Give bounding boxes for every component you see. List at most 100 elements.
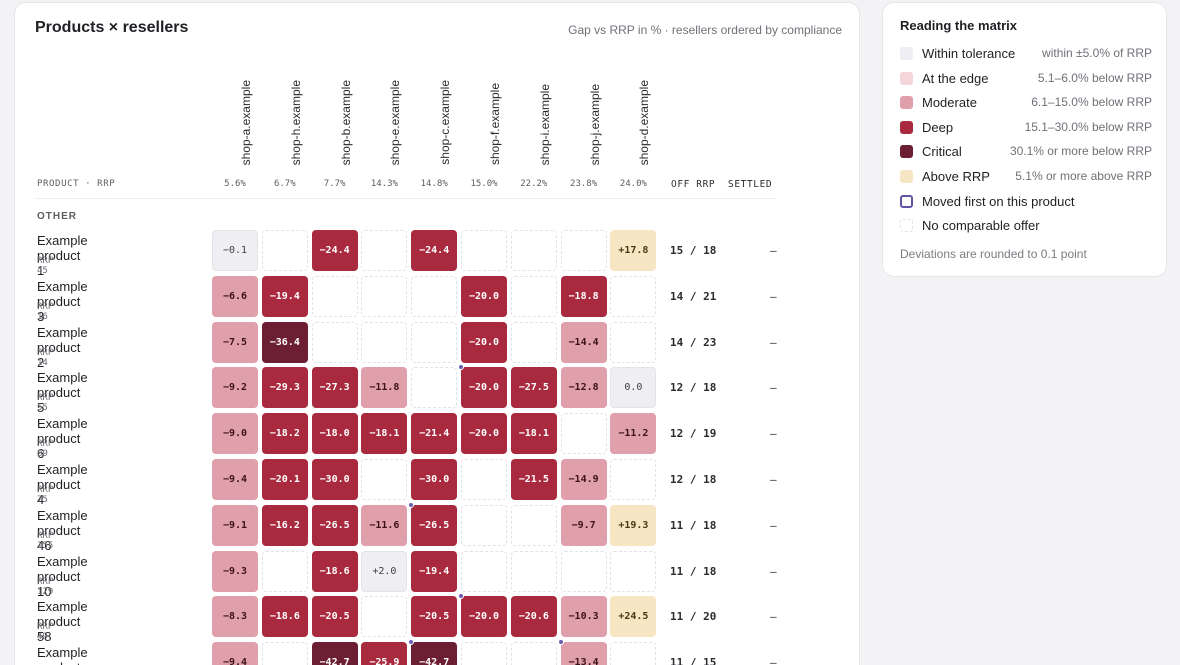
deviation-cell[interactable]: −18.6 bbox=[311, 550, 358, 592]
reseller-name[interactable]: shop-h.example bbox=[288, 79, 303, 165]
product-name[interactable]: Example product 5 bbox=[37, 370, 88, 416]
deviation-cell[interactable]: −11.8 bbox=[361, 367, 408, 409]
deviation-cell[interactable]: −14.9 bbox=[560, 459, 607, 500]
deviation-cell[interactable]: +19.3 bbox=[610, 504, 657, 546]
deviation-cell[interactable]: +2.0 bbox=[361, 550, 408, 592]
product-name[interactable]: Example product 11 bbox=[37, 645, 88, 665]
deviation-cell[interactable]: −36.4 bbox=[261, 321, 308, 363]
reseller-name[interactable]: shop-j.example bbox=[587, 83, 602, 165]
deviation-cell[interactable]: −9.4 bbox=[212, 642, 258, 665]
deviation-cell[interactable]: −8.3 bbox=[212, 596, 258, 638]
empty-cell bbox=[261, 230, 308, 271]
product-rrp: RRP 16 bbox=[37, 301, 54, 322]
deviation-cell[interactable]: −42.7 bbox=[311, 642, 358, 665]
reseller-name[interactable]: shop-e.example bbox=[388, 79, 403, 165]
settled-column-header: SETTLED bbox=[728, 179, 773, 190]
legend-item: Critical 30.1% or more below RRP bbox=[900, 143, 1152, 161]
deviation-cell[interactable]: −27.5 bbox=[510, 367, 557, 409]
product-name[interactable]: Example product 6 bbox=[37, 416, 88, 462]
reseller-name[interactable]: shop-f.example bbox=[488, 82, 502, 165]
deviation-cell[interactable]: −20.5 bbox=[311, 596, 358, 638]
reseller-column-header[interactable]: shop-d.example bbox=[623, 53, 651, 165]
deviation-cell[interactable]: −9.0 bbox=[212, 413, 258, 455]
reseller-name[interactable]: shop-b.example bbox=[338, 79, 353, 165]
reseller-name[interactable]: shop-a.example bbox=[239, 79, 253, 165]
deviation-cell[interactable]: −9.2 bbox=[212, 367, 258, 409]
reseller-column-header[interactable]: shop-j.example bbox=[574, 53, 602, 165]
legend-range: 30.1% or more below RRP bbox=[1009, 144, 1152, 159]
off-rrp-count: 11 / 15 bbox=[670, 656, 717, 665]
deviation-cell[interactable]: −20.0 bbox=[458, 364, 507, 409]
deviation-cell[interactable]: −30.0 bbox=[311, 459, 358, 500]
reseller-column-header[interactable]: shop-b.example bbox=[325, 53, 353, 165]
product-name[interactable]: Example product 2 bbox=[37, 324, 88, 370]
deviation-cell[interactable]: −14.4 bbox=[560, 321, 607, 363]
deviation-cell[interactable]: −18.2 bbox=[261, 413, 308, 455]
deviation-cell[interactable]: −0.1 bbox=[212, 230, 258, 271]
deviation-cell[interactable]: −25.9 bbox=[361, 642, 408, 665]
deviation-cell[interactable]: −9.4 bbox=[212, 459, 258, 500]
deviation-cell[interactable]: −26.5 bbox=[408, 501, 458, 546]
deviation-cell[interactable]: −20.6 bbox=[510, 596, 557, 638]
product-name[interactable]: Example product 46 bbox=[37, 507, 88, 553]
deviation-cell[interactable]: −20.0 bbox=[461, 321, 507, 363]
deviation-cell[interactable]: −12.8 bbox=[560, 367, 607, 409]
deviation-cell[interactable]: −11.6 bbox=[361, 504, 408, 546]
deviation-cell[interactable]: −6.6 bbox=[212, 275, 258, 317]
deviation-cell[interactable]: −9.7 bbox=[560, 504, 607, 546]
deviation-cell[interactable]: −18.1 bbox=[510, 413, 557, 455]
deviation-cell[interactable]: −42.7 bbox=[408, 639, 458, 665]
deviation-cell[interactable]: −18.6 bbox=[261, 596, 308, 638]
reseller-column-header[interactable]: shop-a.example bbox=[225, 53, 253, 165]
product-name[interactable]: Example product 4 bbox=[37, 462, 88, 507]
reseller-column-header[interactable]: shop-e.example bbox=[374, 53, 402, 165]
reseller-name[interactable]: shop-i.example bbox=[537, 83, 552, 165]
deviation-cell[interactable]: −26.5 bbox=[311, 504, 358, 546]
reseller-off-rrp-share: 23.8% bbox=[570, 179, 598, 189]
deviation-cell[interactable]: −20.0 bbox=[461, 275, 507, 317]
deviation-cell[interactable]: −18.8 bbox=[560, 275, 607, 317]
matrix-title: Products × resellers bbox=[35, 19, 189, 36]
product-name[interactable]: Example product 58 bbox=[37, 599, 88, 645]
deviation-cell[interactable]: −20.0 bbox=[461, 413, 507, 455]
reseller-column-header[interactable]: shop-i.example bbox=[524, 53, 552, 165]
deviation-cell[interactable]: 0.0 bbox=[610, 367, 657, 409]
deviation-cell[interactable]: −16.2 bbox=[261, 504, 308, 546]
reseller-name[interactable]: shop-c.example bbox=[438, 80, 453, 165]
product-name[interactable]: Example product 1 bbox=[37, 233, 88, 278]
deviation-cell[interactable]: −20.0 bbox=[458, 593, 507, 638]
off-rrp-count: 11 / 18 bbox=[670, 518, 717, 532]
deviation-cell[interactable]: −19.4 bbox=[411, 550, 458, 592]
deviation-cell[interactable]: −19.4 bbox=[261, 275, 308, 317]
reseller-column-header[interactable]: shop-c.example bbox=[424, 53, 452, 165]
deviation-cell[interactable]: −27.3 bbox=[311, 367, 358, 409]
empty-cell bbox=[461, 230, 507, 271]
deviation-cell[interactable]: −24.4 bbox=[411, 230, 458, 271]
reseller-column-header[interactable]: shop-f.example bbox=[474, 53, 502, 165]
deviation-cell[interactable]: −20.1 bbox=[261, 459, 308, 500]
deviation-cell[interactable]: −20.5 bbox=[411, 596, 458, 638]
off-rrp-count: 11 / 18 bbox=[670, 564, 717, 578]
deviation-cell[interactable]: −18.0 bbox=[311, 413, 358, 455]
deviation-cell[interactable]: −21.4 bbox=[411, 413, 458, 455]
legend-swatch bbox=[900, 71, 913, 85]
deviation-cell[interactable]: −9.1 bbox=[212, 504, 258, 546]
deviation-cell[interactable]: −21.5 bbox=[510, 459, 557, 500]
deviation-cell[interactable]: −29.3 bbox=[261, 367, 308, 409]
reseller-name[interactable]: shop-d.example bbox=[637, 79, 652, 165]
product-name[interactable]: Example product 3 bbox=[37, 278, 88, 324]
deviation-cell[interactable]: −13.4 bbox=[557, 639, 607, 665]
deviation-cell[interactable]: −7.5 bbox=[212, 321, 258, 363]
deviation-cell[interactable]: −24.4 bbox=[311, 230, 358, 271]
reseller-column-header[interactable]: shop-h.example bbox=[275, 53, 303, 165]
deviation-cell[interactable]: −18.1 bbox=[361, 413, 408, 455]
deviation-cell[interactable]: +17.8 bbox=[610, 230, 657, 271]
product-rrp: RRP 45 bbox=[37, 256, 54, 276]
product-name[interactable]: Example product 10 bbox=[37, 553, 88, 599]
deviation-cell[interactable]: −9.3 bbox=[212, 550, 258, 592]
empty-cell bbox=[311, 275, 358, 317]
deviation-cell[interactable]: −11.2 bbox=[610, 413, 657, 455]
deviation-cell[interactable]: −10.3 bbox=[560, 596, 607, 638]
deviation-cell[interactable]: +24.5 bbox=[610, 596, 657, 638]
deviation-cell[interactable]: −30.0 bbox=[411, 459, 458, 500]
